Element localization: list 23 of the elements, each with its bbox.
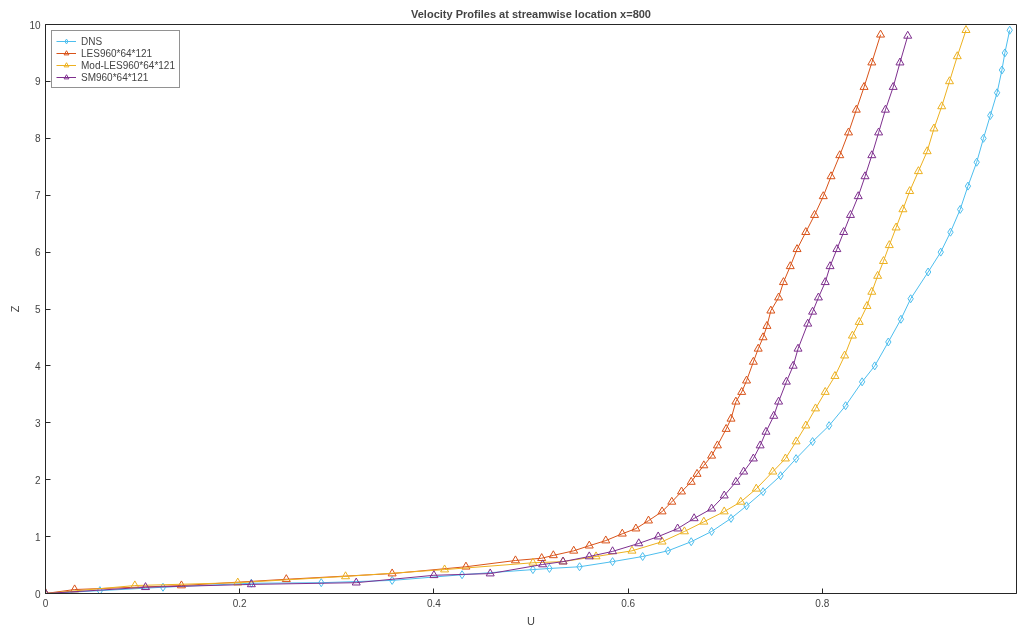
legend-label: Mod-LES960*64*121 <box>81 59 175 71</box>
y-axis-title: Z <box>9 305 22 313</box>
y-tick-label: 9 <box>34 76 41 88</box>
y-tick-label: 1 <box>34 531 41 543</box>
x-axis-title: U <box>527 614 536 627</box>
legend-label: DNS <box>81 35 103 47</box>
y-tick-label: 7 <box>34 190 41 202</box>
y-tick-label: 5 <box>34 304 41 315</box>
x-tick-label: 0 <box>42 597 49 609</box>
legend-label: LES960*64*121 <box>81 47 153 59</box>
y-tick-label: 10 <box>29 19 41 31</box>
x-tick-label: 0.2 <box>232 597 248 609</box>
y-tick-label: 6 <box>34 247 41 259</box>
y-tick-label: 2 <box>34 474 41 486</box>
x-tick-label: 0.6 <box>621 597 636 609</box>
y-tick-label: 0 <box>34 588 41 600</box>
y-tick-label: 4 <box>34 360 41 372</box>
y-tick-label: 8 <box>34 133 41 145</box>
y-tick-label: 3 <box>34 417 41 429</box>
legend-label: SM960*64*121 <box>81 71 149 83</box>
chart-title: Velocity Profiles at streamwise location x=800 <box>411 7 651 20</box>
x-tick-label: 0.8 <box>815 597 830 609</box>
x-tick-label: 0.4 <box>426 597 442 609</box>
